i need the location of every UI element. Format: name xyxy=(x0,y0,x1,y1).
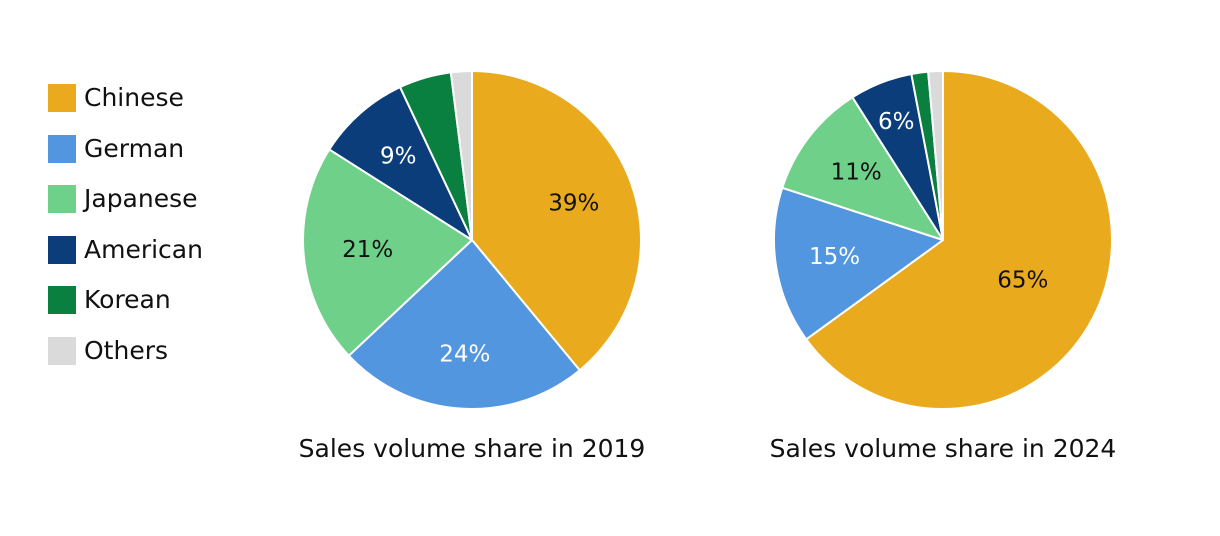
slice-label-german-1: 24% xyxy=(439,342,490,368)
pie-slice-others-1 xyxy=(449,69,473,241)
pie-slice-japanese-2 xyxy=(781,96,944,241)
legend-swatch-german xyxy=(48,134,76,163)
legend-label-japanese: Japanese xyxy=(84,184,198,214)
legend-item-korean: Korean xyxy=(48,285,203,315)
pie-slice-others-2 xyxy=(927,69,944,241)
pie-chart-1: 39% 24% 21% 9% Sales volume share in 2019 xyxy=(299,69,646,463)
pie-slice-chinese-1 xyxy=(471,70,642,372)
legend-label-german: German xyxy=(84,133,185,163)
legend-swatch-korean xyxy=(48,286,76,315)
legend-item-american: American xyxy=(48,234,203,264)
legend-item-german: German xyxy=(48,133,203,163)
legend: Chinese German Japanese American Korean … xyxy=(48,84,203,388)
pie-slice-chinese-2 xyxy=(805,70,1113,410)
slice-label-chinese-1: 39% xyxy=(548,190,599,216)
slice-label-american-2: 6% xyxy=(878,109,915,135)
legend-label-others: Others xyxy=(84,335,169,365)
legend-label-american: American xyxy=(84,234,203,264)
legend-swatch-american xyxy=(48,235,76,264)
pie-chart-2: 65% 15% 11% 6% Sales volume share in 2024 xyxy=(770,69,1117,463)
legend-item-chinese: Chinese xyxy=(48,84,203,112)
legend-item-japanese: Japanese xyxy=(48,184,203,214)
slice-label-american-1: 9% xyxy=(380,143,417,169)
legend-label-chinese: Chinese xyxy=(84,83,184,112)
pie-slice-american-1 xyxy=(328,86,473,241)
pie-slice-german-1 xyxy=(347,239,581,411)
slice-label-japanese-2: 11% xyxy=(831,160,882,186)
slice-label-chinese-2: 65% xyxy=(997,268,1048,294)
chart-title-2: Sales volume share in 2024 xyxy=(770,434,1117,463)
pie-slice-german-2 xyxy=(773,186,944,341)
legend-label-korean: Korean xyxy=(84,285,171,315)
legend-item-others: Others xyxy=(48,335,203,365)
legend-swatch-chinese xyxy=(48,84,76,112)
slice-label-japanese-1: 21% xyxy=(342,237,393,263)
chart-title-1: Sales volume share in 2019 xyxy=(299,434,646,463)
legend-swatch-others xyxy=(48,336,76,365)
legend-swatch-japanese xyxy=(48,185,76,214)
pie-slice-japanese-1 xyxy=(302,148,473,357)
slice-label-german-2: 15% xyxy=(809,244,860,270)
